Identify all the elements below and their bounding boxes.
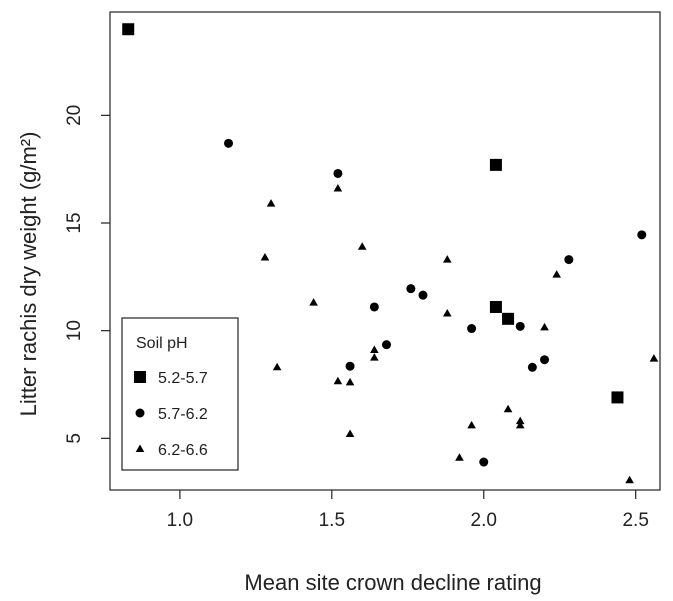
data-point-triangle xyxy=(455,453,464,461)
data-point-circle xyxy=(515,321,525,331)
data-point-triangle xyxy=(515,420,525,429)
data-point-triangle xyxy=(370,345,379,354)
data-point-circle xyxy=(406,284,416,294)
y-axis-label: Litter rachis dry weight (g/m²) xyxy=(16,132,41,417)
data-point-square xyxy=(502,312,515,325)
axes-group: 1.0 1.5 2.0 2.5 5 10 15 20 xyxy=(64,11,661,531)
data-point-square xyxy=(611,391,624,404)
data-point-circle xyxy=(345,361,355,371)
legend-label: 5.7-6.2 xyxy=(158,406,208,423)
y-tick-label: 15 xyxy=(64,212,85,233)
data-points-group xyxy=(122,23,659,484)
data-point-circle xyxy=(527,362,537,372)
data-point-square xyxy=(489,158,502,171)
data-point-triangle xyxy=(625,475,634,484)
data-point-circle xyxy=(540,355,550,365)
data-point-triangle xyxy=(266,199,276,207)
data-point-triangle xyxy=(357,242,367,250)
data-point-triangle xyxy=(333,376,343,385)
legend-marker-triangle xyxy=(135,444,145,452)
legend-label: 6.2-6.6 xyxy=(158,442,208,459)
x-tick-label: 1.5 xyxy=(319,510,345,531)
data-point-circle xyxy=(467,324,477,334)
x-axis-label: Mean site crown decline rating xyxy=(244,570,541,595)
data-point-circle xyxy=(382,340,392,350)
data-point-circle xyxy=(564,255,574,265)
legend: Soil pH 5.2-5.7 5.7-6.2 6.2-6.6 xyxy=(121,317,239,471)
y-tick-label: 10 xyxy=(64,320,85,341)
data-point-square xyxy=(489,300,502,313)
data-point-triangle xyxy=(467,420,476,429)
data-point-triangle xyxy=(370,353,379,361)
data-point-triangle xyxy=(272,362,282,371)
data-point-triangle xyxy=(503,404,513,413)
data-point-square xyxy=(122,23,135,36)
legend-marker-square xyxy=(134,371,146,383)
data-point-triangle xyxy=(442,255,452,263)
legend-label: 5.2-5.7 xyxy=(158,370,208,387)
data-point-triangle xyxy=(649,354,659,362)
x-tick-label: 1.0 xyxy=(167,510,193,531)
data-point-circle xyxy=(333,168,343,178)
y-tick-label: 5 xyxy=(64,433,85,444)
legend-marker-circle xyxy=(135,408,145,418)
legend-title: Soil pH xyxy=(136,335,188,352)
data-point-circle xyxy=(369,302,379,312)
legend-box xyxy=(121,317,239,471)
data-point-circle xyxy=(224,138,234,148)
data-point-circle xyxy=(479,457,489,467)
x-tick-label: 2.5 xyxy=(622,510,648,531)
plot-frame xyxy=(109,11,661,491)
data-point-triangle xyxy=(540,322,549,331)
data-point-triangle xyxy=(260,252,270,261)
y-tick-label: 20 xyxy=(64,105,85,126)
data-point-triangle xyxy=(309,298,318,306)
data-point-triangle xyxy=(552,270,561,278)
data-point-triangle xyxy=(345,429,355,438)
x-tick-label: 2.0 xyxy=(471,510,497,531)
data-point-triangle xyxy=(333,184,343,192)
data-point-circle xyxy=(418,290,428,300)
data-point-circle xyxy=(637,230,647,240)
data-point-triangle xyxy=(442,308,452,317)
data-point-triangle xyxy=(345,377,355,386)
data-point-triangle xyxy=(515,416,525,425)
